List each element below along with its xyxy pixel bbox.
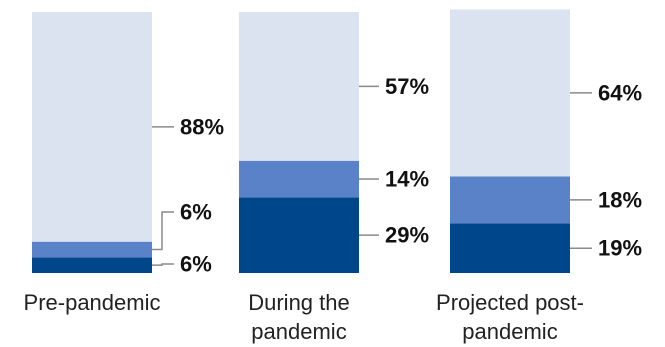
bar-segment (450, 176, 570, 224)
value-label: 14% (385, 167, 429, 192)
value-label: 6% (180, 252, 212, 277)
bar-segment (239, 160, 359, 198)
leader-line (152, 263, 174, 266)
value-label: 18% (598, 187, 642, 212)
value-label: 64% (598, 80, 642, 105)
category-label: During the (248, 290, 350, 315)
bar-segment (450, 9, 570, 177)
bar-segment (450, 223, 570, 273)
value-label: 57% (385, 74, 429, 99)
value-label: 29% (385, 223, 429, 248)
leader-line (152, 211, 174, 251)
category-label: Projected post- (436, 290, 584, 315)
value-label: 88% (180, 114, 224, 139)
category-label: Pre-pandemic (24, 290, 161, 315)
value-label: 6% (180, 200, 212, 225)
value-label: 19% (598, 236, 642, 261)
bar-segment (32, 12, 152, 242)
bar-segment (32, 257, 152, 273)
bar-segment (239, 197, 359, 273)
bar-segment (32, 241, 152, 258)
category-label: pandemic (462, 319, 557, 344)
bar-segment (239, 12, 359, 161)
category-label: pandemic (251, 319, 346, 344)
